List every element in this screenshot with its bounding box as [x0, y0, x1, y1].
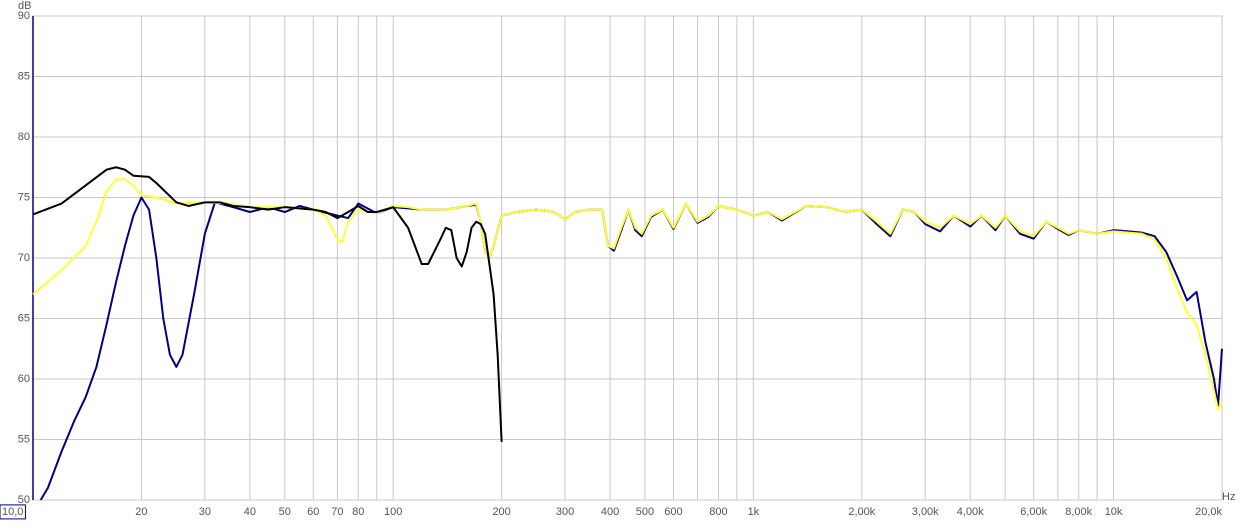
- x-tick-label: 10k: [1105, 506, 1123, 518]
- x-tick-label: 400: [601, 506, 619, 518]
- x-tick-label: 20,0k: [1195, 506, 1222, 518]
- y-tick-label: 80: [18, 131, 30, 143]
- y-tick-label: 55: [18, 433, 30, 445]
- x-tick-label: 100: [384, 506, 402, 518]
- x-tick-label: 70: [331, 506, 343, 518]
- x-tick-label: 800: [709, 506, 727, 518]
- response-line: [32, 166, 503, 442]
- x-tick-label: 300: [556, 506, 574, 518]
- x-tick-label: 8,00k: [1065, 506, 1092, 518]
- y-tick-label: 75: [18, 191, 30, 203]
- x-start-box: [0, 504, 26, 520]
- y-tick-label: 90: [18, 10, 30, 22]
- x-unit: Hz: [1222, 491, 1235, 503]
- y-tick-label: 60: [18, 373, 30, 385]
- x-tick-label: 20: [135, 506, 147, 518]
- y-tick-label: 70: [18, 252, 30, 264]
- x-tick-label: 1k: [748, 506, 760, 518]
- x-tick-label: 600: [664, 506, 682, 518]
- x-tick-label: 3,00k: [912, 506, 939, 518]
- y-tick-label: 65: [18, 312, 30, 324]
- x-tick-label: 50: [279, 506, 291, 518]
- x-tick-label: 10,0: [2, 506, 23, 518]
- x-tick-label: 60: [307, 506, 319, 518]
- x-tick-label: 4,00k: [957, 506, 984, 518]
- y-tick-label: 50: [18, 494, 30, 506]
- x-tick-label: 30: [199, 506, 211, 518]
- x-tick-label: 40: [244, 506, 256, 518]
- x-tick-label: 500: [636, 506, 654, 518]
- x-tick-label: 80: [352, 506, 364, 518]
- y-unit: dB: [18, 0, 31, 12]
- x-tick-label: 6,00k: [1020, 506, 1047, 518]
- x-tick-label: 2,00k: [848, 506, 875, 518]
- x-tick-label: 200: [492, 506, 510, 518]
- y-tick-label: 85: [18, 70, 30, 82]
